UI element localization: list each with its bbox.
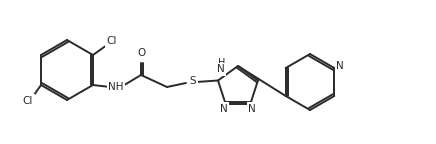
Text: NH: NH [108,82,124,92]
Text: O: O [138,48,146,58]
Text: N: N [249,104,256,114]
Text: Cl: Cl [23,96,33,106]
Text: S: S [190,76,196,86]
Text: N: N [336,61,344,71]
Text: N: N [220,104,228,114]
Text: H: H [218,58,226,68]
Text: N: N [217,64,225,74]
Text: Cl: Cl [107,36,117,46]
